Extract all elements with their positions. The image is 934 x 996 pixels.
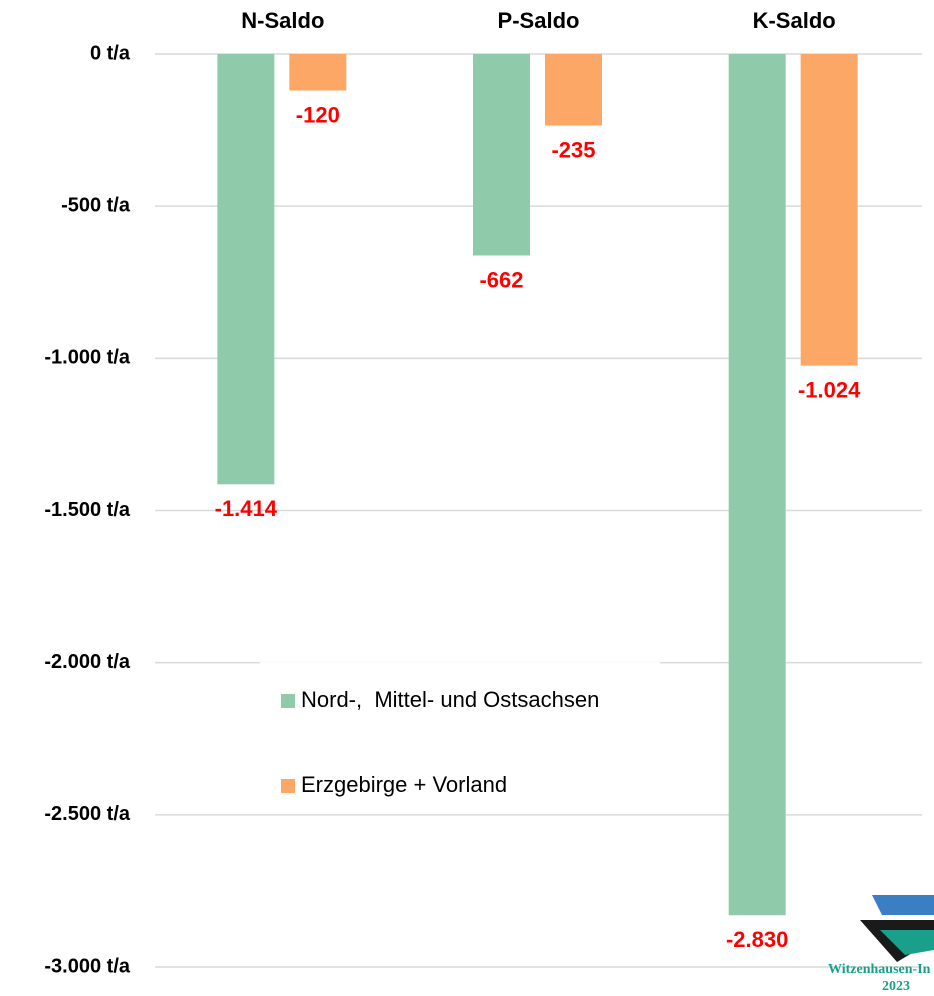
bar bbox=[217, 54, 275, 485]
y-tick-label: -1.500 t/a bbox=[44, 499, 130, 521]
bar bbox=[473, 54, 530, 256]
y-tick-label: -1.000 t/a bbox=[44, 347, 130, 369]
data-label: -1.414 bbox=[215, 496, 278, 521]
y-tick-label: -500 t/a bbox=[61, 194, 131, 216]
legend-label: Erzgebirge + Vorland bbox=[301, 772, 507, 797]
y-tick-label: -3.000 t/a bbox=[44, 955, 130, 977]
bar bbox=[728, 54, 786, 916]
x-tick-label: P-Saldo bbox=[498, 8, 580, 33]
logo-text: Witzenhausen-In bbox=[828, 962, 931, 977]
y-tick-label: -2.500 t/a bbox=[44, 803, 130, 825]
data-label: -120 bbox=[296, 102, 340, 127]
data-label: -1.024 bbox=[798, 377, 861, 402]
legend-swatch bbox=[281, 694, 295, 708]
data-label: -235 bbox=[551, 137, 595, 162]
logo-shape bbox=[880, 930, 934, 955]
x-tick-label: N-Saldo bbox=[241, 8, 324, 33]
logo-text: 2023 bbox=[882, 979, 910, 994]
logo bbox=[860, 895, 934, 962]
bar bbox=[545, 54, 602, 126]
y-tick-label: -2.000 t/a bbox=[44, 651, 130, 673]
legend-swatch bbox=[281, 779, 295, 793]
bar bbox=[289, 54, 347, 91]
x-tick-label: K-Saldo bbox=[753, 8, 836, 33]
data-label: -2.830 bbox=[726, 927, 788, 952]
data-label: -662 bbox=[479, 267, 523, 292]
y-tick-label: 0 t/a bbox=[90, 42, 131, 64]
legend-background bbox=[260, 662, 660, 812]
legend-label: Nord-, Mittel- und Ostsachsen bbox=[301, 687, 599, 712]
logo-shape bbox=[872, 895, 934, 915]
bar bbox=[800, 54, 858, 366]
